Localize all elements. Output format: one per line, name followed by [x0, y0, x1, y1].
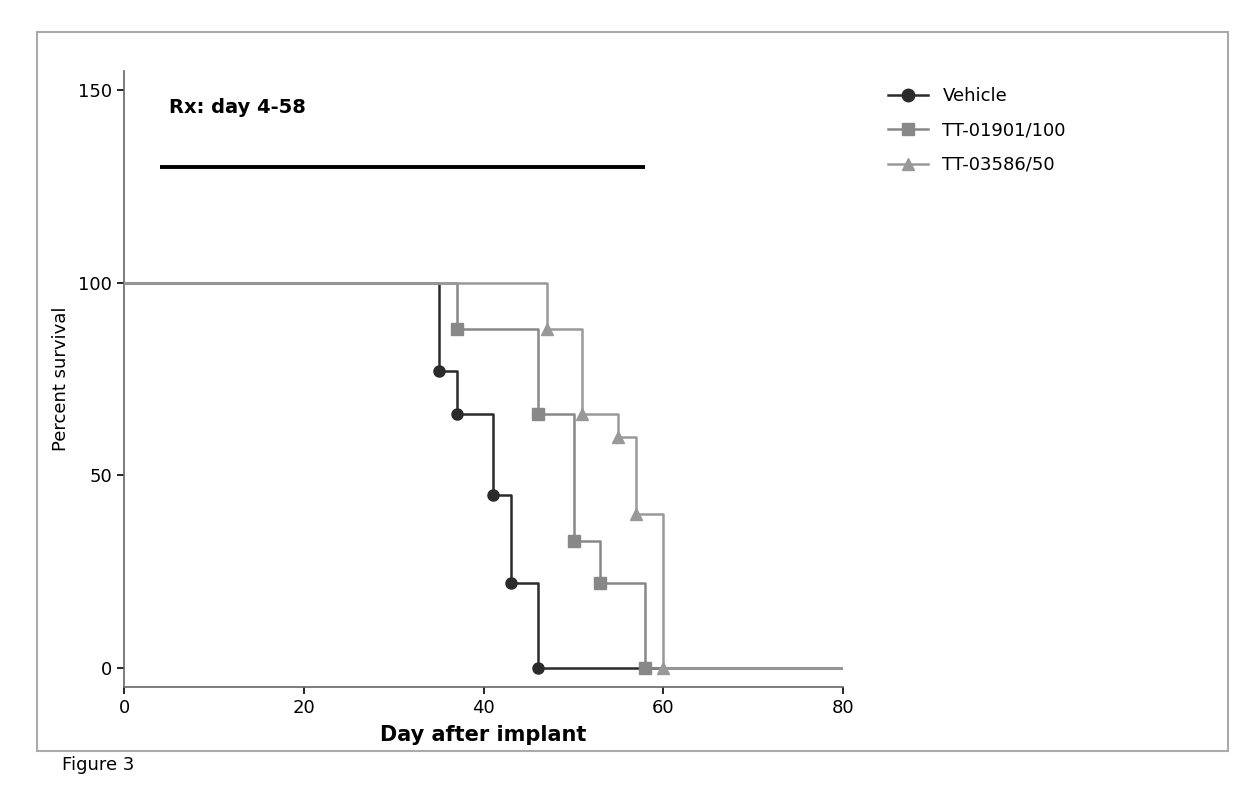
X-axis label: Day after implant: Day after implant	[381, 725, 587, 746]
Y-axis label: Percent survival: Percent survival	[52, 307, 69, 451]
Legend: Vehicle, TT-01901/100, TT-03586/50: Vehicle, TT-01901/100, TT-03586/50	[880, 80, 1073, 181]
Text: Rx: day 4-58: Rx: day 4-58	[169, 98, 306, 118]
Text: Figure 3: Figure 3	[62, 756, 134, 774]
